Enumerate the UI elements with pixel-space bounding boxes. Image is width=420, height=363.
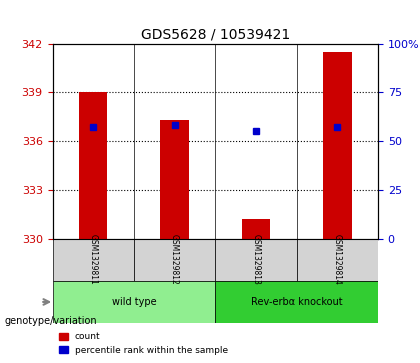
Text: GSM1329812: GSM1329812 bbox=[170, 234, 179, 285]
Bar bbox=[160, 120, 189, 238]
Text: GSM1329814: GSM1329814 bbox=[333, 234, 342, 285]
Legend: count, percentile rank within the sample: count, percentile rank within the sample bbox=[55, 329, 231, 359]
FancyBboxPatch shape bbox=[52, 238, 134, 281]
FancyBboxPatch shape bbox=[215, 281, 378, 323]
Text: genotype/variation: genotype/variation bbox=[4, 316, 97, 326]
Text: GSM1329813: GSM1329813 bbox=[252, 234, 260, 285]
Text: Rev-erbα knockout: Rev-erbα knockout bbox=[251, 297, 342, 307]
FancyBboxPatch shape bbox=[215, 238, 297, 281]
Title: GDS5628 / 10539421: GDS5628 / 10539421 bbox=[141, 27, 290, 41]
FancyBboxPatch shape bbox=[52, 281, 215, 323]
Bar bbox=[79, 92, 108, 238]
Text: wild type: wild type bbox=[112, 297, 156, 307]
FancyBboxPatch shape bbox=[134, 238, 215, 281]
Bar bbox=[241, 219, 270, 238]
Bar bbox=[323, 52, 352, 238]
FancyBboxPatch shape bbox=[297, 238, 378, 281]
Text: GSM1329811: GSM1329811 bbox=[89, 234, 98, 285]
